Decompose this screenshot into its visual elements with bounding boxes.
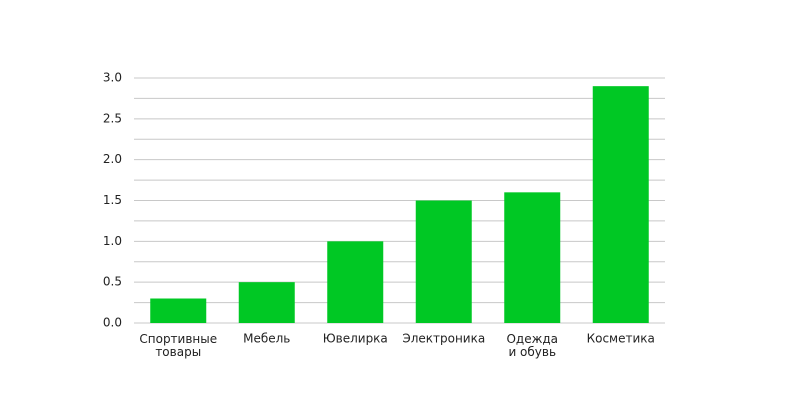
bar — [327, 241, 384, 323]
y-tick-label: 0.0 — [103, 316, 122, 330]
x-tick-label: Одежда и обувь — [506, 332, 558, 359]
x-tick-label: Косметика — [587, 332, 655, 346]
bar — [504, 192, 561, 323]
bar — [150, 298, 207, 323]
x-tick-label: Спортивные товары — [139, 332, 217, 359]
bar — [415, 200, 472, 323]
x-tick-label: Электроника — [402, 332, 485, 346]
bar — [592, 86, 649, 324]
y-tick-label: 2.0 — [103, 152, 122, 166]
y-tick-label: 1.0 — [103, 234, 122, 248]
bar — [238, 282, 295, 323]
x-tick-label: Мебель — [243, 332, 290, 346]
y-tick-label: 2.5 — [103, 111, 122, 125]
y-tick-label: 1.5 — [103, 193, 122, 207]
y-tick-label: 3.0 — [103, 71, 122, 85]
x-tick-label: Ювелирка — [323, 332, 388, 346]
y-tick-label: 0.5 — [103, 275, 122, 289]
